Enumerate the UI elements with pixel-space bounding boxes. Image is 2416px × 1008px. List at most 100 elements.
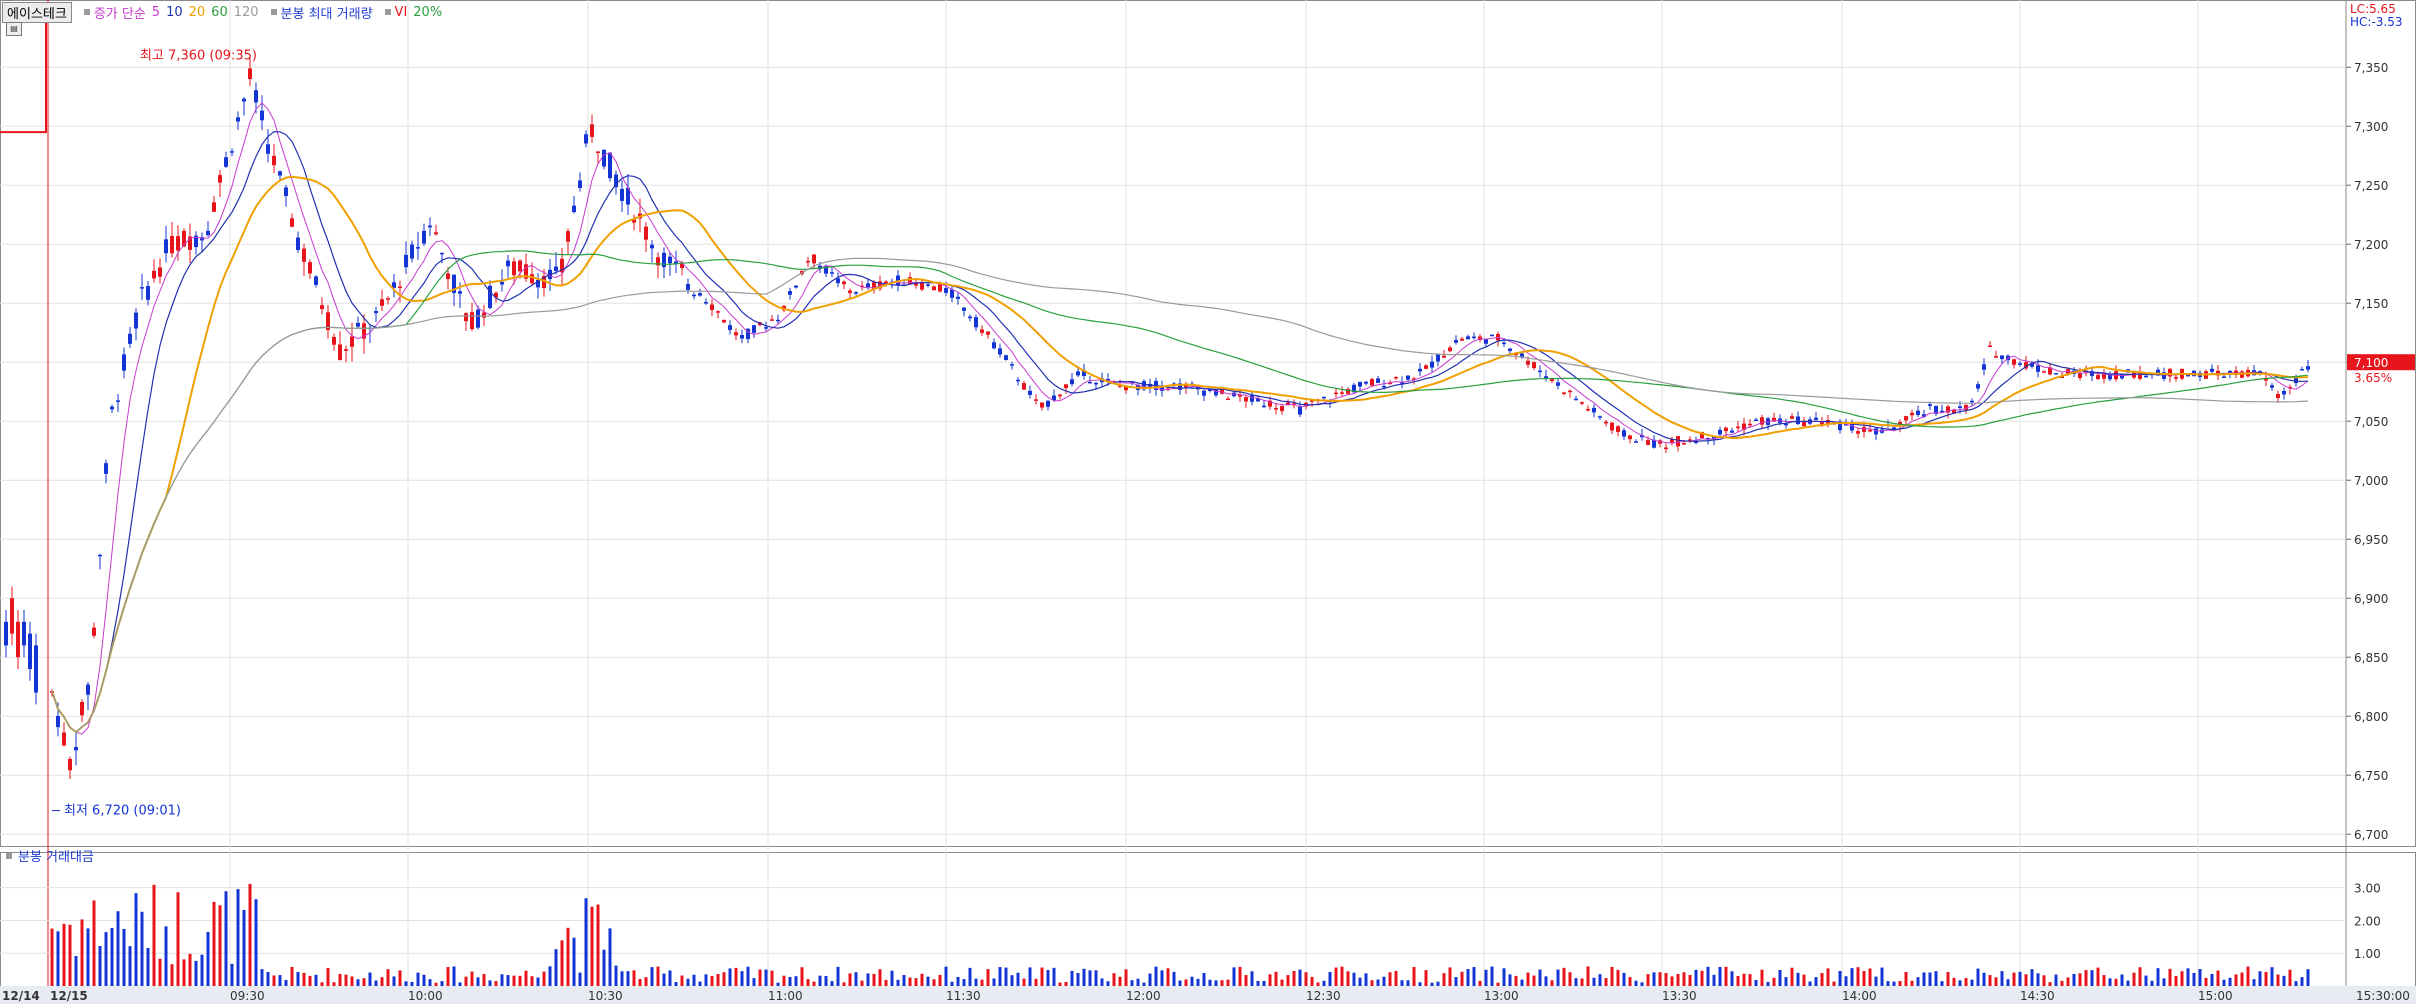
volume-bar <box>1310 976 1314 986</box>
volume-bar <box>176 892 180 986</box>
volume-bar <box>110 927 114 986</box>
volume-bar <box>1160 970 1164 986</box>
volume-bar <box>1196 978 1200 986</box>
volume-bar <box>692 974 696 986</box>
volume-bar <box>914 978 918 986</box>
volume-bar <box>602 949 606 986</box>
volume-bar <box>2234 974 2238 986</box>
volume-bar <box>596 904 600 986</box>
candle-body <box>1466 336 1470 340</box>
max-volume-label[interactable]: 분봉 최대 거래량 <box>280 6 373 22</box>
volume-bar <box>1538 969 1542 986</box>
ticker-tab[interactable]: 에이스테크 <box>2 1 72 23</box>
volume-bar <box>344 974 348 986</box>
candle-body <box>566 231 570 242</box>
volume-bar <box>248 883 252 986</box>
ma5-line <box>51 102 2309 735</box>
volume-bar <box>1778 969 1782 986</box>
volume-bar <box>1292 970 1296 986</box>
volume-bar <box>2108 978 2112 986</box>
volume-bar <box>2258 971 2262 986</box>
candle-body <box>1244 397 1248 402</box>
volume-bar <box>128 946 132 986</box>
volume-bar <box>2282 975 2286 986</box>
volume-bar <box>206 931 210 986</box>
candle-body <box>1700 432 1704 439</box>
volume-bar <box>146 947 150 986</box>
candle-body <box>104 463 108 474</box>
ma10-label: 10 <box>166 4 183 20</box>
candle-body <box>2036 365 2040 372</box>
candle-body <box>2078 372 2082 378</box>
volume-bar <box>2096 967 2100 986</box>
candle-body <box>668 256 672 264</box>
volume-bar <box>776 982 780 986</box>
candle-body <box>866 283 870 288</box>
volume-bar <box>392 976 396 986</box>
volume-bar <box>1490 966 1494 986</box>
candle-body <box>1418 368 1422 372</box>
volume-bar <box>1232 967 1236 986</box>
volume-bar <box>1376 979 1380 986</box>
candle-body <box>1670 439 1674 443</box>
ma-label[interactable]: 증가 단순 <box>93 6 146 22</box>
candle-body <box>1934 405 1938 414</box>
volume-bar <box>2018 971 2022 986</box>
candle-body <box>1274 408 1278 410</box>
candle-body <box>1052 395 1056 401</box>
candle-body <box>1622 430 1626 437</box>
candle-body <box>1436 354 1440 362</box>
volume-bar <box>974 978 978 986</box>
candle-body <box>1814 417 1818 420</box>
candle-body <box>602 149 606 167</box>
volume-bar <box>512 975 516 986</box>
chart-tool-icon[interactable]: ▤ <box>6 22 22 36</box>
volume-bar <box>1112 973 1116 986</box>
volume-bar <box>2012 972 2016 986</box>
candle-body <box>944 288 948 293</box>
volume-bar <box>2120 974 2124 986</box>
volume-bar <box>1076 973 1080 986</box>
candle-body <box>1352 384 1356 393</box>
volume-bar <box>2132 972 2136 986</box>
candle-body <box>746 328 750 340</box>
candle-body <box>452 274 456 293</box>
candle-body <box>2156 369 2160 376</box>
volume-bar <box>1010 975 1014 986</box>
x-tick-label: 12/15 <box>50 989 88 1003</box>
candle-body <box>1772 417 1776 422</box>
candle-body <box>1412 378 1416 380</box>
candle-body <box>974 317 978 328</box>
candle-body <box>1022 383 1026 390</box>
candle-body <box>1916 410 1920 415</box>
x-tick-label: 13:30 <box>1662 989 1697 1003</box>
candle-body <box>986 331 990 335</box>
candle-body <box>692 294 696 297</box>
volume-bar <box>1148 973 1152 986</box>
volume-bar <box>938 974 942 986</box>
candle-body <box>806 260 810 263</box>
volume-bar <box>1088 970 1092 986</box>
candle-body <box>1250 395 1254 402</box>
candle-body <box>4 621 8 646</box>
volume-bar <box>1208 979 1212 986</box>
candle-body <box>1280 406 1284 412</box>
volume-bar <box>446 966 450 986</box>
volume-bar <box>896 979 900 986</box>
volume-bar <box>728 968 732 986</box>
x-tick-label: 09:30 <box>230 989 265 1003</box>
candle-body <box>1010 364 1014 366</box>
candle-body <box>1034 399 1038 401</box>
volume-bar <box>230 963 234 986</box>
vi-label[interactable]: VI <box>394 4 408 20</box>
volume-bar <box>1550 980 1554 986</box>
volume-panel-label[interactable]: 분봉 거래대금 <box>18 850 94 865</box>
volume-bar <box>1568 972 1572 986</box>
volume-bar <box>1316 982 1320 986</box>
candle-body <box>614 174 618 188</box>
volume-bar <box>470 971 474 986</box>
volume-bar <box>428 979 432 986</box>
volume-bar <box>1142 982 1146 986</box>
